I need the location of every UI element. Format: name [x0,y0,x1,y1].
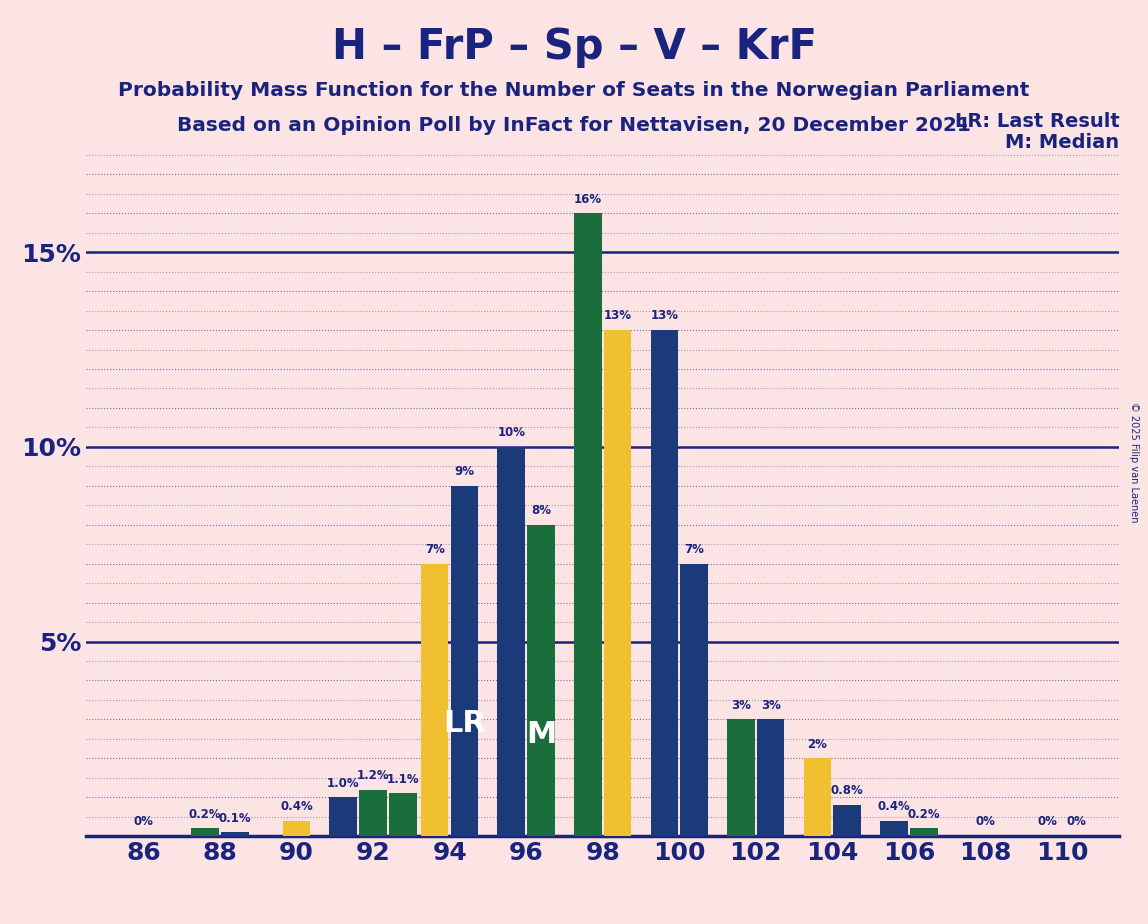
Text: 7%: 7% [425,543,444,556]
Text: 1.0%: 1.0% [327,776,359,789]
Bar [421,564,449,836]
Bar [574,213,602,836]
Text: 8%: 8% [532,504,551,517]
Bar [282,821,310,836]
Text: M: M [526,720,557,749]
Text: 1.1%: 1.1% [387,772,419,785]
Text: 13%: 13% [650,310,678,322]
Text: 9%: 9% [455,465,474,478]
Text: Based on an Opinion Poll by InFact for Nettavisen, 20 December 2021: Based on an Opinion Poll by InFact for N… [177,116,971,136]
Bar [604,330,631,836]
Text: 0%: 0% [133,816,154,829]
Bar [804,759,831,836]
Text: 2%: 2% [807,737,828,750]
Text: 0.2%: 0.2% [188,808,222,821]
Text: 0%: 0% [1066,816,1087,829]
Bar [389,794,417,836]
Text: LR: LR [443,709,486,738]
Text: 1.2%: 1.2% [357,769,389,782]
Text: © 2025 Filip van Laenen: © 2025 Filip van Laenen [1130,402,1139,522]
Text: 0.2%: 0.2% [907,808,940,821]
Text: 13%: 13% [604,310,631,322]
Text: 0.4%: 0.4% [877,800,910,813]
Bar [497,447,525,836]
Bar [833,805,861,836]
Bar [727,720,754,836]
Bar [757,720,784,836]
Bar [222,833,249,836]
Text: 7%: 7% [684,543,704,556]
Text: 0.4%: 0.4% [280,800,313,813]
Text: 3%: 3% [761,699,781,711]
Text: LR: Last Result: LR: Last Result [954,112,1119,131]
Text: 3%: 3% [731,699,751,711]
Text: M: Median: M: Median [1006,133,1119,152]
Text: H – FrP – Sp – V – KrF: H – FrP – Sp – V – KrF [332,26,816,67]
Text: 10%: 10% [497,426,526,439]
Bar [910,829,938,836]
Text: 16%: 16% [574,192,602,205]
Bar [359,789,387,836]
Bar [681,564,708,836]
Text: 0.1%: 0.1% [218,811,251,824]
Text: 0%: 0% [1037,816,1057,829]
Bar [651,330,678,836]
Text: 0.8%: 0.8% [831,784,863,797]
Bar [451,486,479,836]
Text: Probability Mass Function for the Number of Seats in the Norwegian Parliament: Probability Mass Function for the Number… [118,81,1030,101]
Text: 0%: 0% [976,816,995,829]
Bar [527,525,554,836]
Bar [192,829,219,836]
Bar [329,797,357,836]
Bar [881,821,908,836]
